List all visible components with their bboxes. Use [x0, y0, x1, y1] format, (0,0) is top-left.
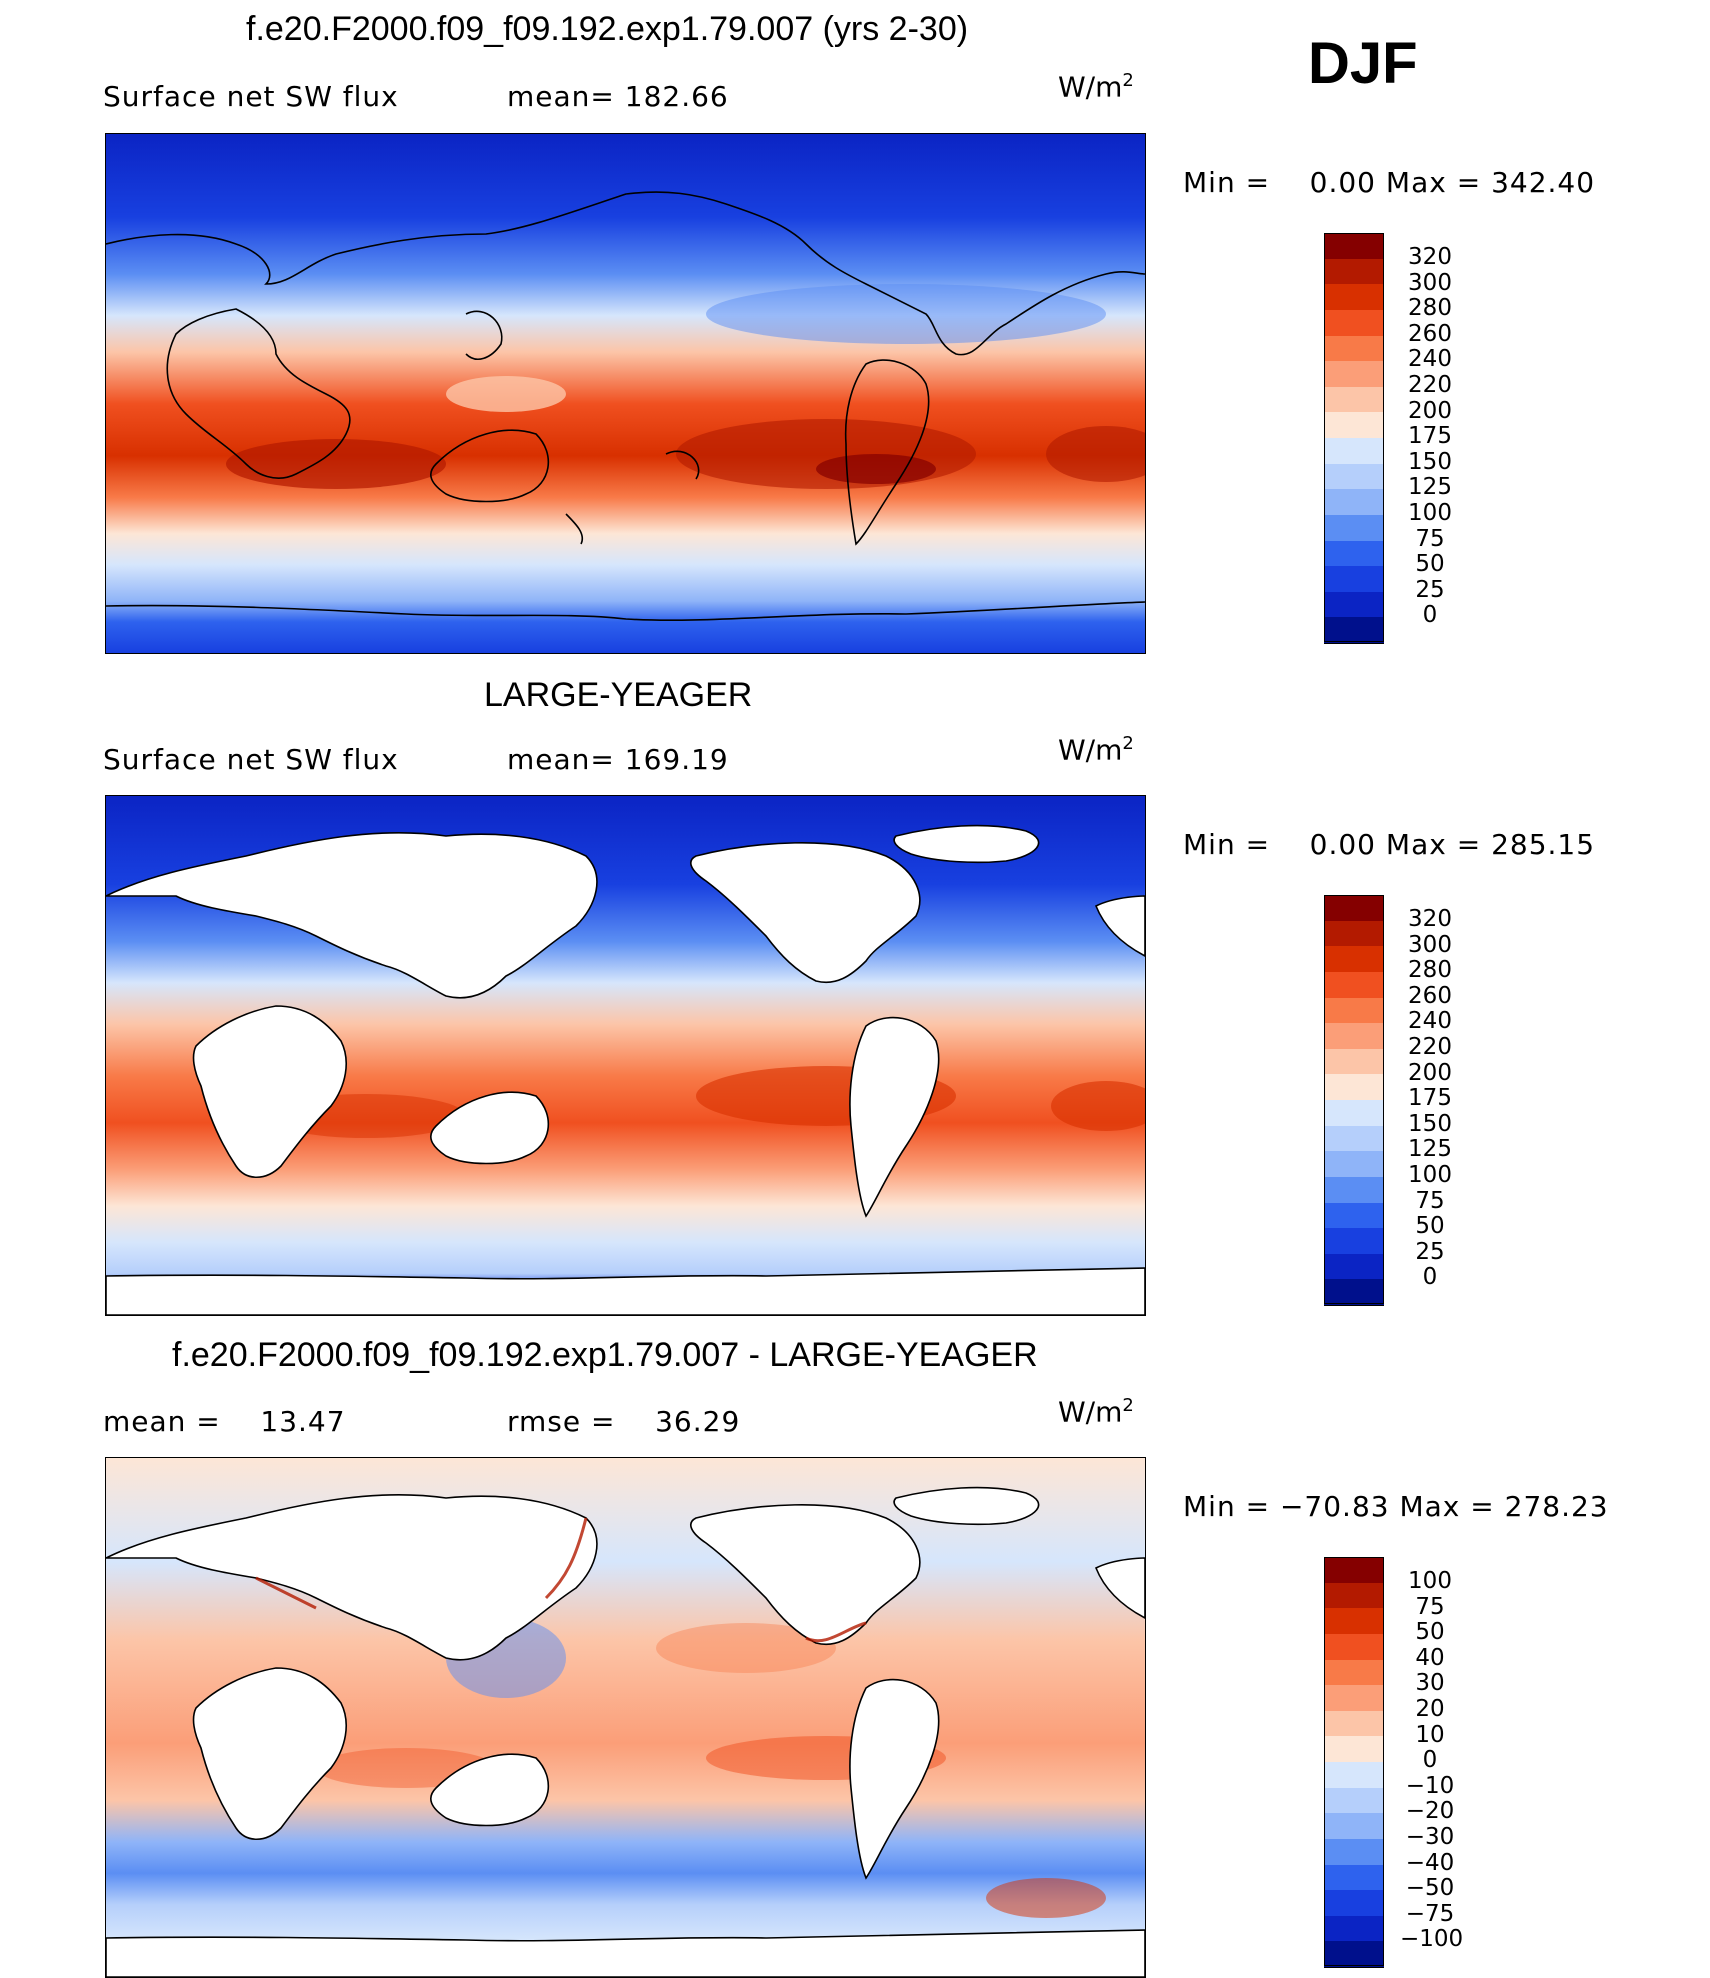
colorbar-tick-label: 300: [1408, 931, 1452, 958]
colorbar-tick-label: 20: [1415, 1696, 1445, 1722]
colorbar-tick-label: 125: [1408, 1136, 1452, 1163]
colorbar-box: [1324, 1279, 1384, 1306]
colorbar-panel-1: [1324, 233, 1384, 644]
sw-flux-map-observed: [106, 796, 1145, 1315]
colorbar-box: [1324, 438, 1384, 465]
colorbar-box: [1324, 1710, 1384, 1738]
colorbar-tick-label: 320: [1408, 906, 1452, 932]
season-label: DJF: [1308, 31, 1418, 96]
colorbar-tick-label: 25: [1415, 576, 1445, 603]
colorbar-box: [1324, 617, 1384, 644]
panel-2-units: W/m2: [1058, 733, 1134, 767]
colorbar-box: [1324, 1100, 1384, 1127]
colorbar-tick-label: 320: [1408, 244, 1452, 270]
colorbar-tick-label: 100: [1408, 1162, 1452, 1188]
panel-3-rmse-label: rmse = 36.29: [507, 1405, 741, 1438]
colorbar-tick-label: 220: [1408, 1034, 1452, 1060]
colorbar-tick-label: 200: [1408, 397, 1452, 424]
colorbar-tick-label: 0: [1422, 1264, 1438, 1291]
panel-3-units: W/m2: [1058, 1395, 1134, 1429]
colorbar-tick-label: 50: [1415, 551, 1445, 578]
colorbar-tick-label: −75: [1405, 1900, 1455, 1927]
colorbar-tick-label: 125: [1408, 474, 1452, 501]
map-panel-3: [105, 1457, 1146, 1978]
colorbar-tick-label: −50: [1405, 1875, 1455, 1902]
colorbar-tick-label: 50: [1415, 1619, 1445, 1646]
colorbar-tick-label: 300: [1408, 269, 1452, 296]
colorbar-tick-label: 220: [1408, 372, 1452, 398]
colorbar-tick-label: 75: [1415, 1593, 1445, 1620]
colorbar-box: [1324, 566, 1384, 593]
colorbar-box: [1324, 895, 1384, 922]
colorbar-tick-label: 0: [1422, 602, 1438, 629]
colorbar-box: [1324, 997, 1384, 1025]
colorbar-tick-label: 25: [1415, 1238, 1445, 1265]
colorbar-box: [1324, 591, 1384, 619]
colorbar-box: [1324, 971, 1384, 999]
panel-1-field-label: Surface net SW flux: [103, 80, 399, 113]
colorbar-tick-label: 10: [1415, 1721, 1445, 1748]
colorbar-frame: [1324, 233, 1384, 642]
sw-flux-map-model: [106, 134, 1145, 653]
colorbar-tick-label: 260: [1408, 982, 1452, 1009]
colorbar-tick-label: 175: [1408, 1085, 1452, 1112]
colorbar-box: [1324, 946, 1384, 973]
colorbar-box: [1324, 258, 1384, 286]
colorbar-box: [1324, 514, 1384, 542]
panel-1-min-max: Min = 0.00 Max = 342.40: [1183, 166, 1596, 199]
colorbar-tick-label: 240: [1408, 346, 1452, 373]
colorbar-frame: [1324, 1557, 1384, 1966]
colorbar-tick-label: 100: [1408, 500, 1452, 526]
colorbar-tick-label: 100: [1408, 1568, 1452, 1594]
panel-3-title: f.e20.F2000.f09_f09.192.exp1.79.007 - LA…: [172, 1336, 1038, 1374]
panel-2-title: LARGE-YEAGER: [484, 676, 753, 714]
colorbar-box: [1324, 920, 1384, 948]
panel-2-min-max: Min = 0.00 Max = 285.15: [1183, 828, 1596, 861]
colorbar-tick-label: 75: [1415, 1187, 1445, 1214]
panel-3-min-max: Min = −70.83 Max = 278.23: [1183, 1490, 1609, 1523]
colorbar-tick-label: 280: [1408, 295, 1452, 322]
colorbar-tick-label: 50: [1415, 1213, 1445, 1240]
colorbar-box: [1324, 284, 1384, 311]
colorbar-box: [1324, 1736, 1384, 1763]
colorbar-tick-label: 280: [1408, 957, 1452, 984]
colorbar-panel-2: [1324, 895, 1384, 1306]
colorbar-tick-label: 0: [1422, 1747, 1438, 1774]
colorbar-tick-label: 75: [1415, 525, 1445, 552]
map-panel-1: [105, 133, 1146, 654]
colorbar-tick-label: 175: [1408, 423, 1452, 450]
panel-1-title: f.e20.F2000.f09_f09.192.exp1.79.007 (yrs…: [246, 10, 969, 48]
colorbar-tick-label: 30: [1415, 1670, 1445, 1697]
colorbar-frame: [1324, 895, 1384, 1304]
colorbar-tick-label: 40: [1415, 1644, 1445, 1671]
colorbar-tick-label: 150: [1408, 1110, 1452, 1137]
colorbar-tick-label: 200: [1408, 1059, 1452, 1086]
sw-flux-difference-map: [106, 1458, 1145, 1977]
colorbar-box: [1324, 233, 1384, 260]
colorbar-tick-label: −100: [1400, 1926, 1464, 1953]
panel-3-mean-label: mean = 13.47: [103, 1405, 346, 1438]
colorbar-tick-label: −30: [1405, 1824, 1455, 1850]
colorbar-box: [1324, 1941, 1384, 1968]
colorbar-tick-label: −40: [1405, 1849, 1455, 1876]
colorbar-box: [1324, 1582, 1384, 1610]
colorbar-box: [1324, 1864, 1384, 1892]
colorbar-tick-label: −20: [1405, 1798, 1455, 1825]
panel-1-units: W/m2: [1058, 70, 1134, 104]
panel-2-field-label: Surface net SW flux: [103, 743, 399, 776]
map-panel-2: [105, 795, 1146, 1316]
colorbar-tick-label: 240: [1408, 1008, 1452, 1035]
colorbar-tick-label: −10: [1405, 1772, 1455, 1799]
colorbar-panel-3: [1324, 1557, 1384, 1968]
colorbar-tick-label: 150: [1408, 448, 1452, 475]
colorbar-box: [1324, 1915, 1384, 1943]
panel-1-mean-label: mean= 182.66: [507, 80, 729, 113]
colorbar-tick-label: 260: [1408, 320, 1452, 347]
panel-2-mean-label: mean= 169.19: [507, 743, 729, 776]
